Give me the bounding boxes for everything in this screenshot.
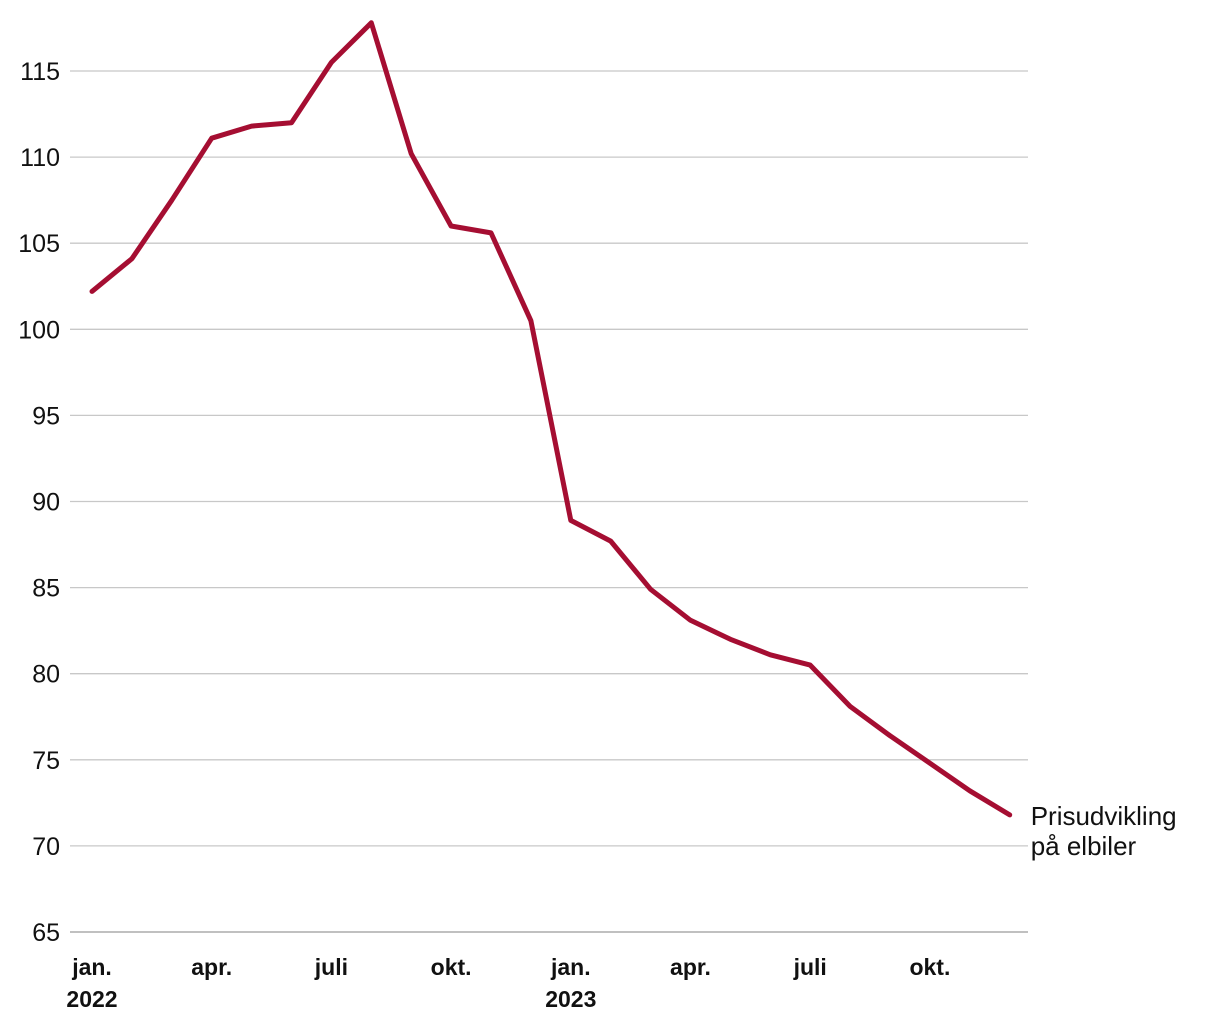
x-tick-sublabel-2022-01: 2022 [66, 986, 117, 1012]
y-tick-labels: 65 70 75 80 85 90 95 100 105 110 115 [18, 58, 60, 947]
x-tick-label-2023-07: juli [793, 954, 827, 980]
x-tick-labels: jan. 2022 apr. juli okt. jan. 2023 apr. juli okt. [66, 954, 950, 1012]
x-tick-label-2023-10: okt. [909, 954, 950, 980]
y-tick-label-80: 80 [32, 661, 60, 689]
y-tick-label-90: 90 [32, 489, 60, 517]
series-label-line-1: på elbiler [1031, 831, 1137, 861]
y-tick-label-85: 85 [32, 575, 60, 603]
series [89, 20, 1013, 818]
x-tick-label-2023-04: apr. [670, 954, 711, 980]
series-label-line-0: Prisudvikling [1031, 801, 1177, 831]
y-tick-label-105: 105 [18, 230, 60, 258]
y-tick-label-75: 75 [32, 747, 60, 775]
y-tick-label-95: 95 [32, 402, 60, 430]
y-tick-label-110: 110 [20, 144, 60, 172]
y-tick-label-100: 100 [18, 316, 60, 344]
x-tick-label-2022-07: juli [314, 954, 348, 980]
y-tick-label-115: 115 [20, 58, 60, 86]
x-tick-label-2023-01: jan. [550, 954, 591, 980]
y-tick-label-70: 70 [32, 833, 60, 861]
series-line-0 [89, 20, 1013, 818]
x-tick-label-2022-01: jan. [71, 954, 112, 980]
y-tick-label-65: 65 [32, 919, 60, 947]
x-tick-sublabel-2023-01: 2023 [545, 986, 596, 1012]
x-tick-label-2022-10: okt. [431, 954, 472, 980]
x-tick-label-2022-04: apr. [191, 954, 232, 980]
